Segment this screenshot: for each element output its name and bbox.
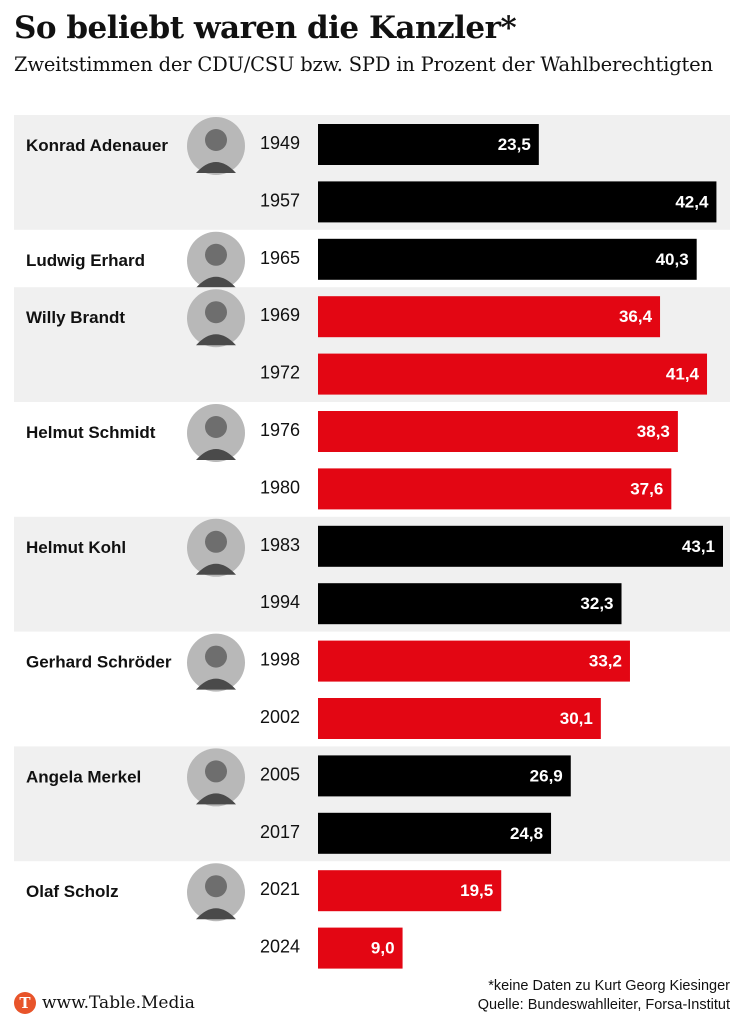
value-label-1994: 32,3: [580, 594, 613, 613]
bar-1949: [318, 124, 539, 165]
year-label-1972: 1972: [260, 363, 300, 383]
bar-1980: [318, 468, 672, 510]
chancellor-name-willy-brandt: Willy Brandt: [26, 308, 125, 327]
portrait-avatar-angela-merkel: [187, 748, 245, 807]
chancellor-name-helmut-schmidt: Helmut Schmidt: [26, 423, 156, 442]
year-label-1965: 1965: [260, 248, 300, 268]
value-label-1949: 23,5: [498, 135, 531, 154]
bar-1994: [318, 583, 622, 625]
chancellor-name-ludwig-erhard: Ludwig Erhard: [26, 251, 145, 270]
value-label-2002: 30,1: [560, 709, 593, 728]
avatar-head: [205, 530, 227, 553]
portrait-avatar-helmut-schmidt: [187, 404, 245, 462]
avatar-head: [205, 645, 227, 668]
year-label-1994: 1994: [260, 592, 300, 612]
footnote: *keine Daten zu Kurt Georg Kiesinger Que…: [478, 977, 730, 1015]
bar-1983: [318, 525, 723, 567]
bar-2005: [318, 755, 571, 797]
portrait-avatar-ludwig-erhard: [187, 231, 245, 290]
footnote-note: *keine Daten zu Kurt Georg Kiesinger: [488, 978, 730, 994]
avatar-head: [205, 129, 227, 151]
portrait-avatar-helmut-kohl: [187, 518, 245, 577]
year-label-1969: 1969: [260, 305, 300, 325]
value-label-1976: 38,3: [637, 422, 670, 441]
portrait-avatar-willy-brandt: [187, 289, 245, 348]
bar-1976: [318, 411, 678, 452]
avatar-shoulders: [196, 162, 236, 173]
chart-subtitle: Zweitstimmen der CDU/CSU bzw. SPD in Pro…: [14, 53, 713, 76]
chancellor-name-olaf-scholz: Olaf Scholz: [26, 882, 119, 901]
value-label-2005: 26,9: [530, 766, 563, 785]
year-label-1949: 1949: [260, 133, 300, 153]
value-label-1965: 40,3: [656, 250, 689, 269]
year-label-1980: 1980: [260, 477, 300, 497]
chancellor-name-gerhard-schr-der: Gerhard Schröder: [26, 653, 172, 672]
chancellor-name-konrad-adenauer: Konrad Adenauer: [26, 136, 168, 155]
avatar-shoulders: [196, 793, 236, 805]
avatar-head: [205, 243, 227, 266]
value-label-1972: 41,4: [666, 365, 700, 384]
value-label-2021: 19,5: [460, 881, 493, 900]
year-label-1976: 1976: [260, 420, 300, 440]
value-label-1969: 36,4: [619, 307, 653, 326]
table-media-logo-icon: T: [14, 992, 36, 1014]
value-label-2024: 9,0: [371, 939, 395, 958]
chancellor-name-angela-merkel: Angela Merkel: [26, 767, 141, 786]
value-label-1980: 37,6: [630, 479, 663, 498]
portrait-avatar-olaf-scholz: [187, 863, 245, 922]
portrait-avatar-gerhard-schr-der: [187, 633, 245, 692]
year-label-2005: 2005: [260, 764, 300, 784]
avatar-shoulders: [196, 678, 236, 690]
year-label-2021: 2021: [260, 879, 300, 899]
value-label-1998: 33,2: [589, 652, 622, 671]
avatar-head: [205, 301, 227, 324]
year-label-2002: 2002: [260, 707, 300, 727]
bar-1957: [318, 181, 717, 223]
bar-chart: Konrad Adenauer 1949 23,5 1957 42,4 Ludwig Er…: [14, 115, 730, 969]
avatar-shoulders: [196, 334, 236, 346]
brand-logo[interactable]: T www.Table.Media: [14, 992, 195, 1014]
avatar-shoulders: [196, 449, 236, 460]
bar-1969: [318, 296, 661, 338]
avatar-shoulders: [196, 908, 236, 920]
year-label-2017: 2017: [260, 822, 300, 842]
chart-title: So beliebt waren die Kanzler*: [14, 10, 517, 46]
source-note: Quelle: Bundeswahlleiter, Forsa-Institut: [477, 997, 730, 1013]
bar-1965: [318, 238, 697, 280]
year-label-1998: 1998: [260, 650, 300, 670]
bar-2017: [318, 812, 552, 854]
year-label-1983: 1983: [260, 535, 300, 555]
chancellor-name-helmut-kohl: Helmut Kohl: [26, 538, 126, 557]
value-label-2017: 24,8: [510, 824, 543, 843]
value-label-1983: 43,1: [682, 537, 715, 556]
avatar-shoulders: [196, 276, 236, 288]
value-label-1957: 42,4: [675, 192, 709, 211]
bar-2024: [318, 927, 403, 969]
year-label-2024: 2024: [260, 937, 300, 957]
bar-2021: [318, 870, 502, 912]
avatar-head: [205, 760, 227, 783]
bar-1972: [318, 353, 708, 395]
bar-2002: [318, 698, 601, 739]
avatar-head: [205, 416, 227, 438]
bar-1998: [318, 640, 630, 682]
year-label-1957: 1957: [260, 190, 300, 210]
website-url: www.Table.Media: [42, 993, 195, 1013]
avatar-shoulders: [196, 563, 236, 575]
portrait-avatar-konrad-adenauer: [187, 117, 245, 175]
avatar-head: [205, 875, 227, 898]
